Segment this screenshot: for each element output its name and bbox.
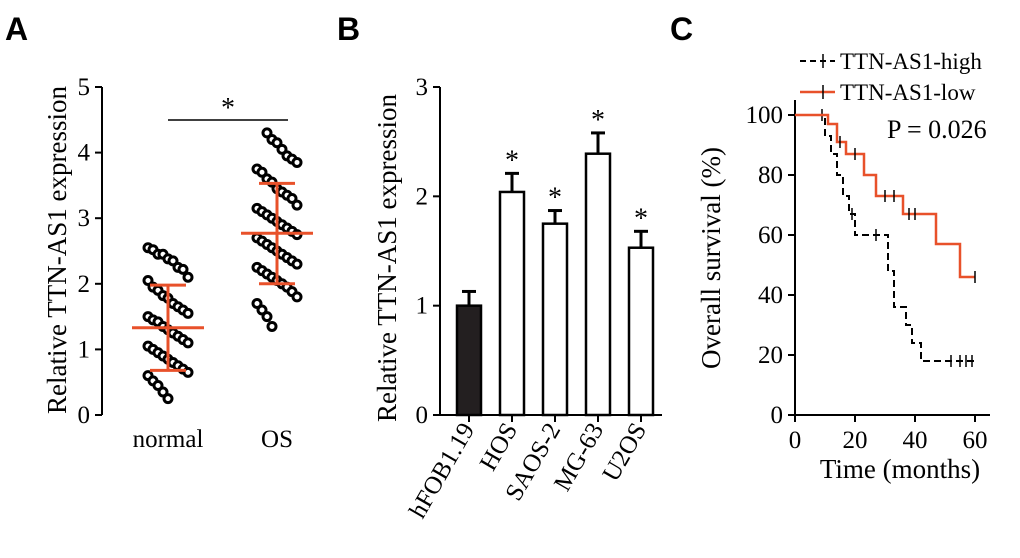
significance-star: *	[548, 183, 562, 214]
y-tick-label: 5	[78, 74, 91, 101]
data-point	[261, 311, 273, 323]
y-tick-label: 1	[416, 293, 429, 320]
panel-label-c: C	[670, 11, 693, 47]
x-tick-label: 60	[963, 427, 988, 454]
bar	[627, 246, 655, 417]
survival-curve-high	[795, 114, 975, 362]
x-tick-label: U2OS	[598, 419, 653, 487]
y-tick-label: 20	[758, 342, 783, 369]
data-point	[162, 393, 174, 405]
data-point	[266, 320, 278, 332]
significance-star: *	[634, 203, 648, 234]
p-value-annotation: P = 0.026	[887, 115, 987, 144]
y-tick-label: 60	[758, 222, 783, 249]
significance-star: *	[591, 105, 605, 136]
x-tick-label-os: OS	[261, 426, 293, 453]
x-tick-label: 40	[903, 427, 928, 454]
panel-b-bar: Relative TTN-AS1 expression 0 1 2 3 * * * * hF…	[372, 74, 662, 523]
bar	[498, 190, 526, 417]
y-tick-label: 3	[416, 74, 429, 101]
y-tick-label: 2	[416, 183, 429, 210]
data-point	[177, 263, 189, 275]
legend-label-low: TTN-AS1-low	[840, 80, 976, 105]
significance-star: *	[221, 93, 235, 124]
bar	[541, 222, 569, 417]
data-point	[182, 271, 194, 283]
bar	[584, 152, 612, 417]
bar	[455, 304, 483, 417]
panel-c-survival: Overall survival (%) Time (months) 0 20 40…	[696, 49, 990, 484]
data-point	[291, 199, 303, 211]
panel-label-a: A	[5, 11, 28, 47]
legend-label-high: TTN-AS1-high	[840, 49, 982, 74]
y-tick-label: 2	[78, 271, 91, 298]
panel-c-ylabel: Overall survival (%)	[696, 147, 726, 369]
y-tick-label: 40	[758, 282, 783, 309]
data-point	[291, 258, 303, 270]
panel-label-b: B	[337, 11, 360, 47]
panel-a-ylabel: Relative TTN-AS1 expression	[42, 86, 72, 414]
x-tick-label: 20	[843, 427, 868, 454]
y-tick-label: 0	[416, 402, 429, 429]
panel-c-xlabel: Time (months)	[820, 454, 980, 484]
y-tick-label: 4	[78, 140, 91, 167]
data-point	[182, 307, 194, 319]
x-tick-label: hFOB1.19	[404, 419, 480, 523]
panel-a-scatter: Relative TTN-AS1 expression 0 1 2 3 4 5 norma…	[42, 74, 313, 453]
panel-b-ylabel: Relative TTN-AS1 expression	[372, 94, 402, 422]
x-tick-label: 0	[789, 427, 802, 454]
survival-curve-low	[795, 113, 975, 279]
data-point	[182, 337, 194, 349]
data-point	[291, 291, 303, 303]
x-tick-label-normal: normal	[133, 426, 204, 453]
y-tick-label: 3	[78, 205, 91, 232]
y-tick-label: 0	[78, 402, 91, 429]
y-tick-label: 0	[771, 402, 784, 429]
y-tick-label: 1	[78, 336, 91, 363]
data-point	[291, 156, 303, 168]
y-tick-label: 80	[758, 162, 783, 189]
legend: TTN-AS1-high TTN-AS1-low	[800, 49, 982, 105]
significance-star: *	[505, 145, 519, 176]
y-tick-label: 100	[746, 102, 784, 129]
